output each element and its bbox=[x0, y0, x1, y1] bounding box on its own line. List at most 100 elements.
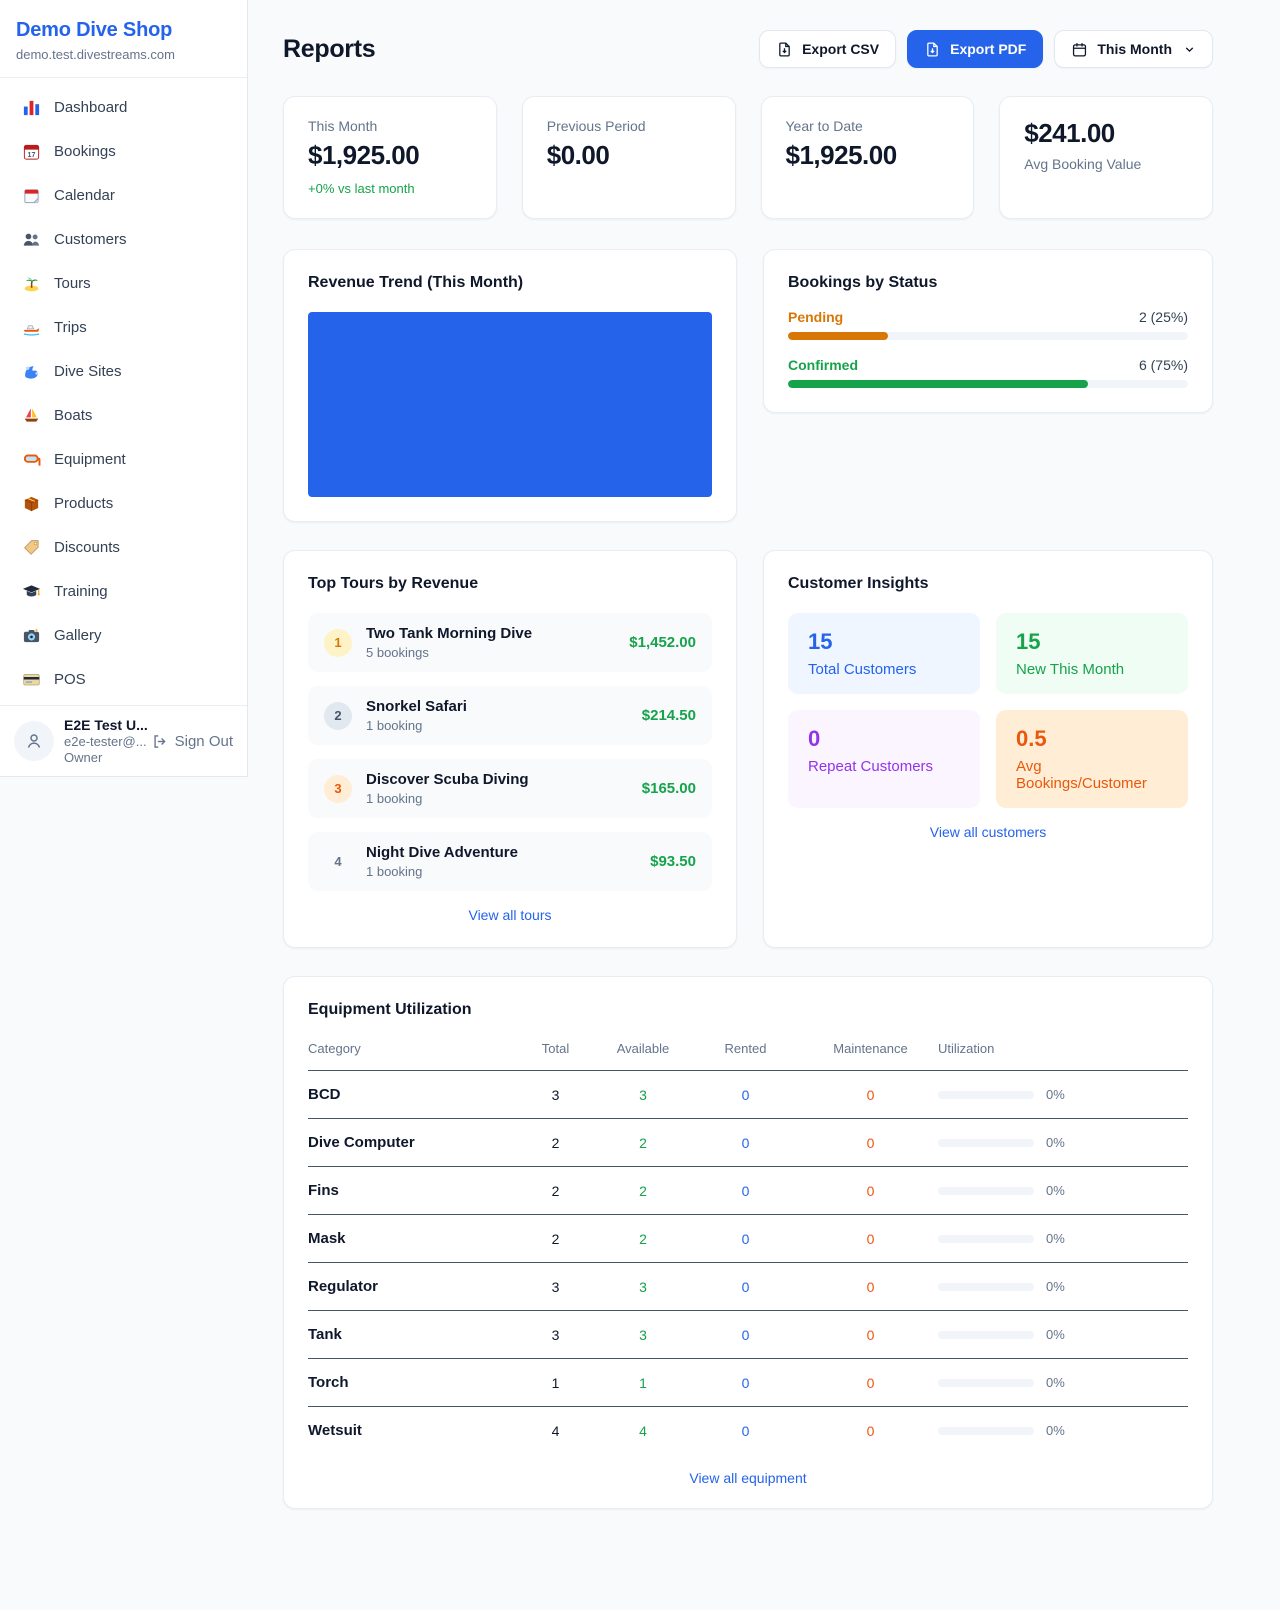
file-download-icon bbox=[927, 41, 938, 57]
revenue-trend-chart bbox=[308, 312, 712, 497]
equipment-maintenance: 0 bbox=[803, 1118, 938, 1167]
sidebar-item-dive-sites[interactable]: Dive Sites bbox=[12, 354, 235, 389]
sidebar-item-bookings[interactable]: 17 Bookings bbox=[12, 134, 235, 169]
sidebar-item-pos[interactable]: POS bbox=[12, 662, 235, 697]
sidebar-item-customers[interactable]: Customers bbox=[12, 222, 235, 257]
sidebar-item-discounts[interactable]: Discounts bbox=[12, 530, 235, 565]
equipment-category: Tank bbox=[308, 1310, 513, 1359]
sidebar-item-label: Training bbox=[54, 583, 108, 600]
utilization-percent: 0% bbox=[1046, 1279, 1065, 1294]
equipment-table: Category Total Available Rented Maintena… bbox=[308, 1033, 1188, 1454]
column-header-category: Category bbox=[308, 1033, 513, 1071]
view-all-equipment-link[interactable]: View all equipment bbox=[689, 1470, 807, 1486]
utilization-cell: 0% bbox=[938, 1279, 1188, 1294]
equipment-category: Dive Computer bbox=[308, 1118, 513, 1167]
sidebar-item-training[interactable]: Training bbox=[12, 574, 235, 609]
equipment-total: 3 bbox=[513, 1262, 598, 1311]
tour-list: 1 Two Tank Morning Dive 5 bookings $1,45… bbox=[308, 613, 712, 891]
insight-tiles: 15 Total Customers 15 New This Month 0 R… bbox=[788, 613, 1188, 808]
utilization-cell: 0% bbox=[938, 1135, 1188, 1150]
shop-domain: demo.test.divestreams.com bbox=[16, 47, 175, 62]
equipment-maintenance: 0 bbox=[803, 1358, 938, 1407]
rank-badge: 3 bbox=[324, 774, 352, 803]
equipment-available: 1 bbox=[598, 1358, 688, 1407]
insight-value: 15 bbox=[808, 629, 833, 654]
sidebar-item-boats[interactable]: Boats bbox=[12, 398, 235, 433]
tour-bookings: 5 bookings bbox=[366, 645, 429, 660]
sidebar-item-label: Gallery bbox=[54, 627, 102, 644]
utilization-bar-track bbox=[938, 1426, 1034, 1435]
user-name: E2E Test U... bbox=[64, 717, 148, 733]
status-label: Pending bbox=[788, 309, 844, 325]
equipment-available: 3 bbox=[598, 1070, 688, 1119]
status-value: 2 (25%) bbox=[1138, 309, 1188, 325]
rank-badge: 1 bbox=[324, 628, 352, 657]
status-row-confirmed: Confirmed 6 (75%) bbox=[788, 357, 1188, 388]
equipment-available: 3 bbox=[598, 1310, 688, 1359]
equipment-total: 4 bbox=[551, 1422, 560, 1439]
column-header-total: Total bbox=[513, 1033, 598, 1071]
export-csv-button[interactable]: Export CSV bbox=[759, 30, 897, 68]
sidebar-item-calendar[interactable]: Calendar bbox=[12, 178, 235, 213]
view-all-tours-link[interactable]: View all tours bbox=[468, 907, 552, 923]
export-pdf-label: Export PDF bbox=[950, 41, 1027, 57]
sidebar-nav: Dashboard 17 Bookings Calendar Customers… bbox=[0, 78, 247, 705]
svg-text:17: 17 bbox=[28, 151, 36, 159]
lists-row: Top Tours by Revenue 1 Two Tank Morning … bbox=[283, 550, 1213, 948]
customer-insights-card: Customer Insights 15 Total Customers 15 … bbox=[763, 550, 1213, 948]
dive-mask-icon bbox=[23, 454, 41, 466]
utilization-bar-track bbox=[938, 1138, 1034, 1147]
utilization-cell: 0% bbox=[938, 1087, 1188, 1102]
tour-bookings: 1 booking bbox=[366, 864, 423, 879]
sidebar-item-products[interactable]: Products bbox=[12, 486, 235, 521]
status-value: 6 (75%) bbox=[1138, 357, 1188, 373]
tour-name: Snorkel Safari bbox=[366, 698, 467, 715]
status-bar-fill bbox=[788, 380, 1088, 388]
equipment-available: 2 bbox=[598, 1118, 688, 1167]
export-pdf-button[interactable]: Export PDF bbox=[907, 30, 1044, 68]
equipment-total: 2 bbox=[513, 1166, 598, 1215]
sidebar-item-label: Dive Sites bbox=[54, 363, 122, 380]
person-icon bbox=[27, 734, 41, 748]
stat-card-avg-booking-value: $241.00 Avg Booking Value bbox=[999, 96, 1213, 219]
sidebar-item-equipment[interactable]: Equipment bbox=[12, 442, 235, 477]
chevron-down-icon bbox=[1185, 46, 1194, 52]
revenue-trend-title: Revenue Trend (This Month) bbox=[308, 274, 524, 291]
view-all-customers-link[interactable]: View all customers bbox=[929, 824, 1047, 840]
equipment-rented: 0 bbox=[688, 1358, 803, 1407]
equipment-category: Wetsuit bbox=[308, 1422, 362, 1439]
sidebar-item-tours[interactable]: Tours bbox=[12, 266, 235, 301]
insight-tile-total-customers: 15 Total Customers bbox=[788, 613, 980, 694]
sign-out-button[interactable]: Sign Out bbox=[151, 733, 233, 750]
user-email: e2e-tester@... bbox=[64, 734, 147, 749]
insight-label: Avg Bookings/Customer bbox=[1016, 758, 1147, 792]
table-row: Wetsuit 4 4 0 0 0% bbox=[308, 1407, 1188, 1455]
graduation-cap-icon bbox=[22, 585, 41, 597]
charts-row: Revenue Trend (This Month) Bookings by S… bbox=[283, 249, 1213, 522]
sidebar-item-gallery[interactable]: Gallery bbox=[12, 618, 235, 653]
equipment-rented: 0 bbox=[688, 1070, 803, 1119]
equipment-utilization-title: Equipment Utilization bbox=[308, 1001, 472, 1018]
stat-label: Avg Booking Value bbox=[1024, 156, 1142, 172]
equipment-total: 1 bbox=[513, 1358, 598, 1407]
equipment-rented: 0 bbox=[688, 1118, 803, 1167]
utilization-cell: 0% bbox=[938, 1231, 1188, 1246]
sidebar-item-trips[interactable]: Trips bbox=[12, 310, 235, 345]
utilization-percent: 0% bbox=[1046, 1087, 1065, 1102]
package-icon bbox=[24, 496, 39, 512]
utilization-percent: 0% bbox=[1046, 1183, 1065, 1198]
sidebar-item-dashboard[interactable]: Dashboard bbox=[12, 90, 235, 125]
equipment-maintenance: 0 bbox=[803, 1214, 938, 1263]
calendar-date-icon: 17 bbox=[23, 144, 40, 160]
rank-badge: 4 bbox=[334, 854, 342, 869]
status-bar-track bbox=[788, 380, 1188, 388]
page-title: Reports bbox=[283, 34, 376, 63]
stat-value: $1,925.00 bbox=[308, 140, 420, 170]
people-icon bbox=[23, 233, 40, 246]
island-icon bbox=[24, 277, 39, 292]
period-dropdown[interactable]: This Month bbox=[1054, 30, 1213, 68]
table-row: Mask 2 2 0 0 0% bbox=[308, 1214, 1188, 1263]
status-row-pending: Pending 2 (25%) bbox=[788, 309, 1188, 340]
insight-value: 0.5 bbox=[1016, 726, 1047, 751]
equipment-category: BCD bbox=[308, 1070, 513, 1119]
